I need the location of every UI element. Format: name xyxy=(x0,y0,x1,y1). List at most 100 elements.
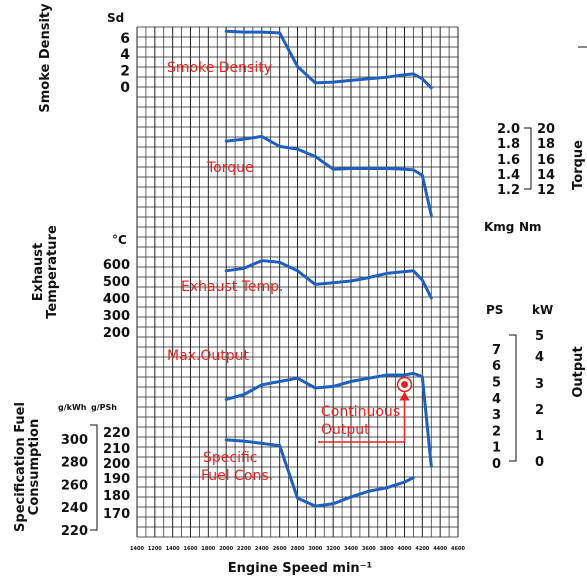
x-tick-label: 1200 xyxy=(148,546,162,552)
output-ps-tick-label: 3 xyxy=(492,408,501,423)
x-tick-label: 4400 xyxy=(433,546,447,552)
x-tick-label: 2600 xyxy=(273,546,287,552)
torque-nm-tick-label: 20 xyxy=(537,122,555,137)
x-tick-label: 3200 xyxy=(326,546,340,552)
output-kw-tick-label: 4 xyxy=(535,350,544,365)
continuous-output-label-1: Continuous xyxy=(321,404,400,420)
x-tick-label: 4200 xyxy=(415,546,429,552)
torque-kgm-tick-label: 1.2 xyxy=(497,183,520,198)
fuel-psh-tick-label: 180 xyxy=(103,489,130,504)
exhaust-tick-label: 600 xyxy=(103,258,130,273)
torque-unit-kgm: Kmg xyxy=(484,220,514,234)
smoke-density-curve xyxy=(224,29,433,90)
fuel-kwh-tick-label: 240 xyxy=(61,501,88,516)
smoke-series-label: Smoke Density xyxy=(167,60,272,76)
x-axis-title: Engine Speed min⁻¹ xyxy=(228,561,372,576)
max-output-curve xyxy=(224,371,433,468)
exhaust-series-label: Exhaust Temp. xyxy=(181,279,283,295)
output-axis-title: Output xyxy=(571,346,586,397)
torque-nm-tick-label: 16 xyxy=(537,153,555,168)
output-unit-kw: kW xyxy=(532,303,553,317)
x-tick-label: 1400 xyxy=(130,546,144,552)
x-tick-label: 4600 xyxy=(451,546,465,552)
smoke-axis-title: Smoke Density xyxy=(38,3,53,113)
torque-kgm-tick-label: 1.8 xyxy=(497,137,520,152)
x-tick-label: 1400 xyxy=(166,546,180,552)
fuel-axis-title-2: Consumption xyxy=(27,419,42,515)
smoke-tick-label: 4 xyxy=(120,47,130,63)
torque-kgm-tick-label: 2.0 xyxy=(497,122,520,137)
continuous-output-arrowhead xyxy=(399,391,410,401)
torque-nm-tick-label: 14 xyxy=(537,168,555,183)
output-ps-tick-label: 0 xyxy=(492,457,501,472)
output-unit-ps: PS xyxy=(486,303,503,317)
x-tick-label: 2400 xyxy=(255,546,269,552)
output-ps-tick-label: 2 xyxy=(492,424,501,439)
continuous-output-leader xyxy=(318,396,406,443)
fuel-series-label-1: Specific xyxy=(203,450,258,466)
fuel-unit-kwh: g/kWh xyxy=(58,403,87,412)
fuel-psh-tick-label: 220 xyxy=(103,426,130,441)
x-tick-label: 3800 xyxy=(380,546,394,552)
output-kw-tick-label: 2 xyxy=(535,403,544,418)
fuel-psh-tick-label: 210 xyxy=(103,442,130,457)
exhaust-tick-label: 300 xyxy=(103,309,130,324)
output-kw-tick-label: 1 xyxy=(535,429,544,444)
x-tick-label: 2800 xyxy=(291,546,305,552)
continuous-output-label-2: Output xyxy=(321,422,370,438)
output-ps-tick-label: 5 xyxy=(492,376,501,391)
exhaust-axis-title-1: Exhaust xyxy=(31,243,46,302)
exhaust-axis-title-2: Temperature xyxy=(45,225,60,319)
torque-curve xyxy=(224,134,433,217)
continuous-output-marker-dot xyxy=(401,381,408,388)
smoke-tick-label: 0 xyxy=(120,80,130,96)
torque-nm-tick-label: 18 xyxy=(537,137,555,152)
torque-series-label: Torque xyxy=(206,160,254,176)
output-ps-tick-label: 7 xyxy=(492,343,501,358)
fuel-kwh-tick-label: 300 xyxy=(61,433,88,448)
output-kw-tick-label: 0 xyxy=(535,455,544,470)
chart-marks: 1400 1200 1400 1600 1800 2000 2200 2400 2600 2800… xyxy=(61,31,587,552)
x-tick-label: 3000 xyxy=(308,546,322,552)
torque-kgm-tick-label: 1.6 xyxy=(497,153,520,168)
exhaust-temp-curve xyxy=(224,259,433,300)
smoke-tick-label: 6 xyxy=(120,31,130,47)
torque-axis-bracket xyxy=(524,127,532,190)
x-tick-label: 1600 xyxy=(184,546,198,552)
smoke-unit: Sd xyxy=(107,11,124,25)
fuel-psh-tick-label: 170 xyxy=(103,507,130,522)
x-tick-label: 3600 xyxy=(362,546,376,552)
x-tick-label: 3400 xyxy=(344,546,358,552)
output-kw-tick-label: 5 xyxy=(535,329,544,344)
torque-kgm-tick-label: 1.4 xyxy=(497,168,520,183)
output-kw-tick-label: 3 xyxy=(535,377,544,392)
exhaust-unit: °C xyxy=(112,233,127,247)
fuel-axis-bracket xyxy=(90,424,98,531)
x-tick-label: 2200 xyxy=(237,546,251,552)
output-ps-tick-label: 1 xyxy=(492,441,501,456)
torque-unit-nm: Nm xyxy=(519,220,542,234)
x-tick-label: 2000 xyxy=(219,546,233,552)
x-tick-label: 4000 xyxy=(398,546,412,552)
fuel-psh-tick-label: 190 xyxy=(103,472,130,487)
chart-grid xyxy=(136,26,459,538)
fuel-kwh-tick-label: 260 xyxy=(61,478,88,493)
fuel-kwh-tick-label: 280 xyxy=(61,456,88,471)
exhaust-tick-label: 500 xyxy=(103,275,130,290)
output-series-label: Max.Output xyxy=(167,348,250,364)
fuel-consumption-curve xyxy=(224,438,415,508)
smoke-tick-label: 2 xyxy=(120,64,130,80)
fuel-axis-title-1: Specification Fuel xyxy=(13,402,28,532)
fuel-kwh-tick-label: 220 xyxy=(61,524,88,539)
torque-nm-tick-label: 12 xyxy=(537,183,555,198)
x-tick-label: 1800 xyxy=(201,546,215,552)
exhaust-tick-label: 400 xyxy=(103,292,130,307)
fuel-unit-psh: g/PSh xyxy=(91,403,117,412)
fuel-psh-tick-label: 200 xyxy=(103,457,130,472)
exhaust-tick-label: 200 xyxy=(103,326,130,341)
chart-curves xyxy=(224,29,433,508)
fuel-series-label-2: Fuel Cons. xyxy=(201,468,273,484)
output-ps-tick-label: 4 xyxy=(492,392,501,407)
output-ps-tick-label: 6 xyxy=(492,359,501,374)
